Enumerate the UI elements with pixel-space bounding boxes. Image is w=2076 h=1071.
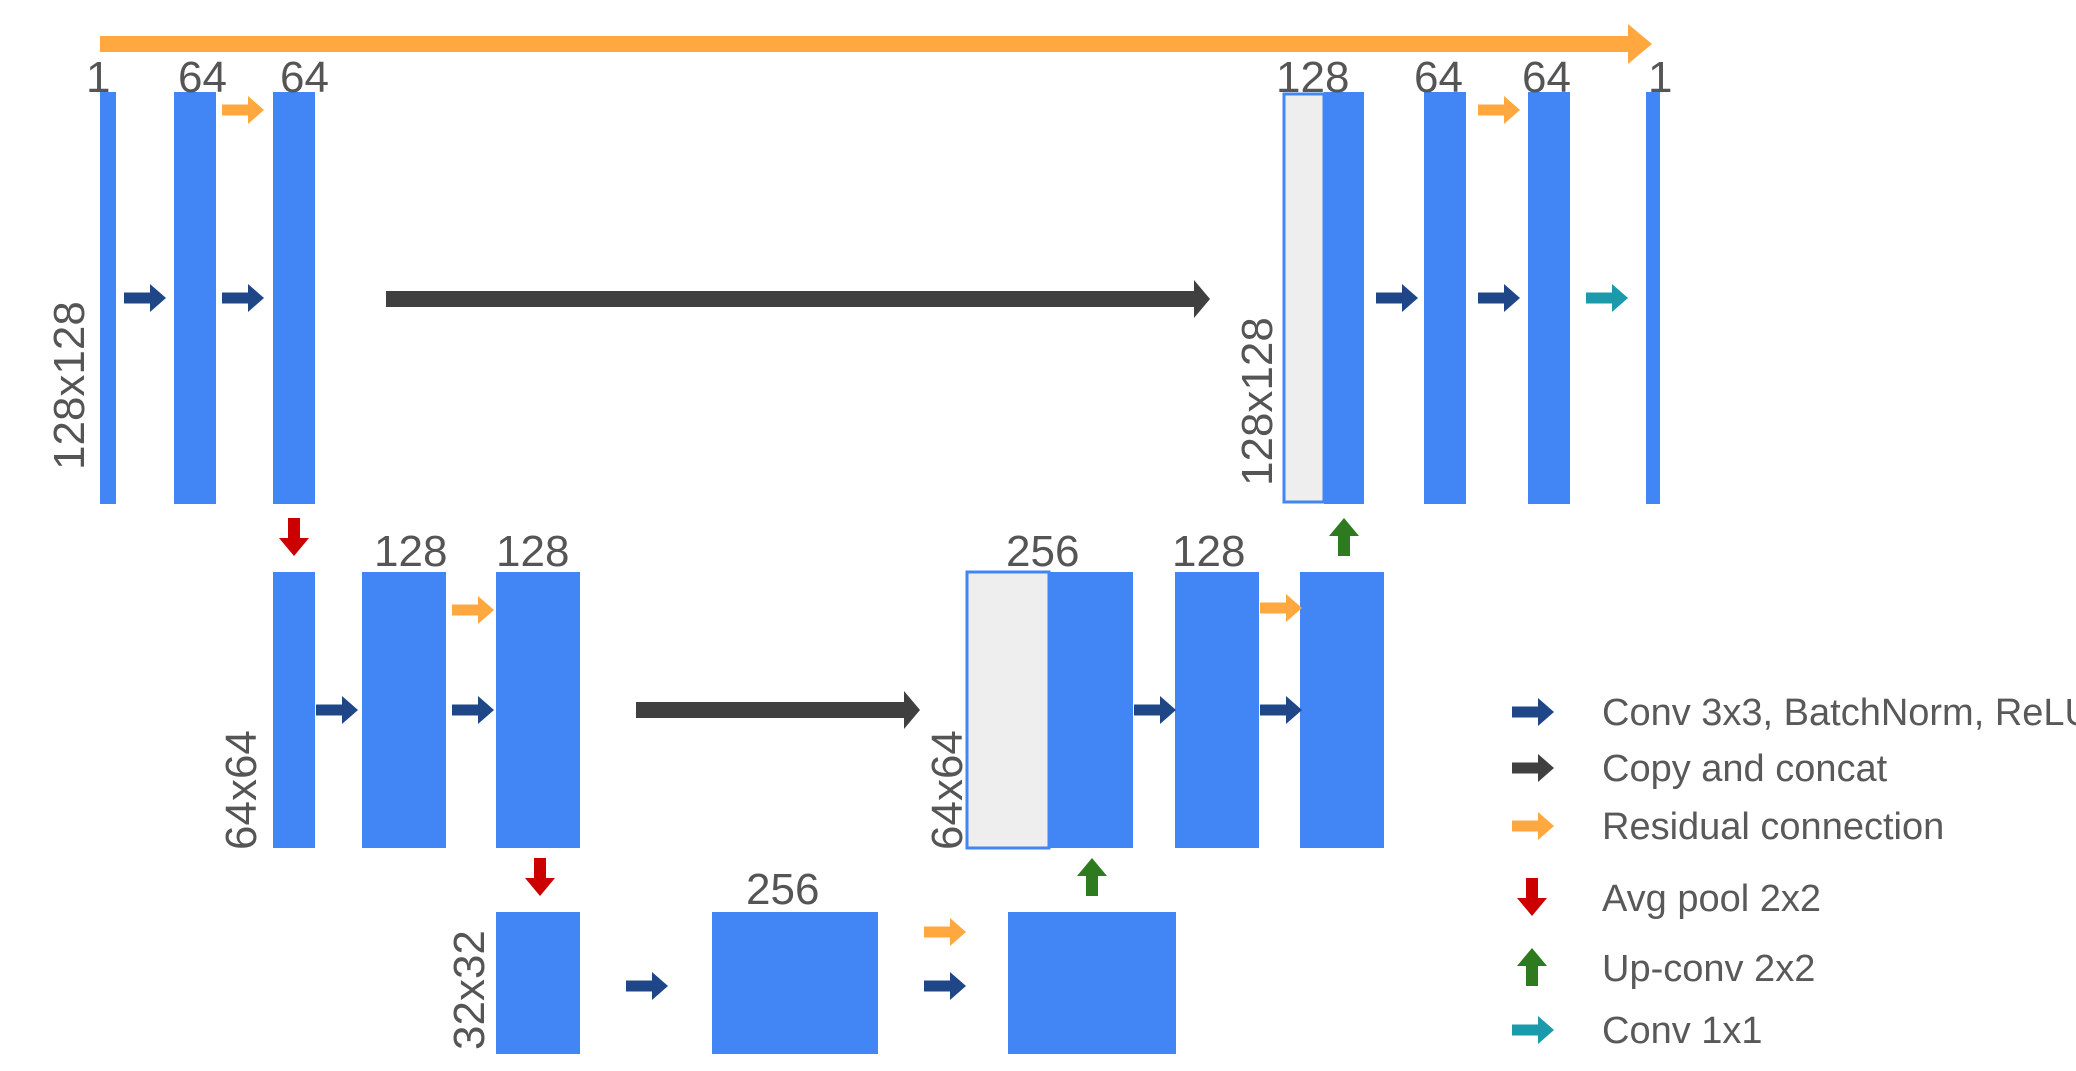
enc1-input-block (100, 92, 116, 504)
label-dec1-cat: 128 (1276, 53, 1349, 102)
dec1-concat-up (1324, 92, 1364, 504)
size-bottom: 32x32 (445, 930, 494, 1050)
bottom-input-block (496, 912, 580, 1054)
conv-arrow-bottom-1 (626, 972, 668, 1000)
residual-arrow-enc1 (222, 96, 264, 124)
global-residual-arrow (100, 24, 1652, 64)
label-enc2-b: 128 (496, 527, 569, 576)
legend-label-2: Residual connection (1602, 806, 1944, 848)
enc2-block-b (496, 572, 580, 848)
conv-arrow-enc2-1 (316, 696, 358, 724)
label-dec2-a: 128 (1172, 527, 1245, 576)
conv-arrow-dec1-1 (1376, 284, 1418, 312)
legend-right-arrow-icon-0 (1512, 698, 1554, 726)
label-enc2-a: 128 (374, 527, 447, 576)
label-dec1-b: 64 (1522, 53, 1571, 102)
residual-arrow-dec2 (1260, 594, 1302, 622)
conv-arrow-enc2-2 (452, 696, 494, 724)
legend-right-arrow-icon-5 (1512, 1016, 1554, 1044)
label-dec2-cat: 256 (1006, 527, 1079, 576)
label-dec1-a: 64 (1414, 53, 1463, 102)
upconv-arrow-1 (1077, 858, 1107, 896)
dec2-concat-up (1049, 572, 1133, 848)
conv-arrow-dec2-1 (1134, 696, 1176, 724)
legend: Conv 3x3, BatchNorm, ReLU Copy and concat… (1512, 692, 2076, 1052)
enc2-block-a (362, 572, 446, 848)
dec2-concat-skip (965, 570, 1051, 850)
label-enc1-a: 64 (178, 53, 227, 102)
size-enc2: 64x64 (217, 730, 266, 850)
dec2-block-b (1300, 572, 1384, 848)
bottleneck-block (712, 912, 878, 1054)
size-dec2: 64x64 (923, 730, 972, 850)
conv-arrow-enc1-2 (222, 284, 264, 312)
enc1-block-b (273, 92, 315, 504)
pool-arrow-1 (279, 518, 309, 556)
size-enc1: 128x128 (45, 301, 94, 470)
label-enc1-b: 64 (280, 53, 329, 102)
dec1-block-a (1424, 92, 1466, 504)
bottom-block-b (1008, 912, 1176, 1054)
dec2-block-a (1175, 572, 1259, 848)
copy-concat-arrow-level1 (386, 280, 1210, 318)
pool-arrow-2 (525, 858, 555, 896)
label-bottleneck: 256 (746, 865, 819, 914)
conv-arrow-dec1-2 (1478, 284, 1520, 312)
residual-arrow-enc2 (452, 596, 494, 624)
conv1x1-arrow (1586, 284, 1628, 312)
conv-arrow-enc1-1 (124, 284, 166, 312)
legend-right-arrow-icon-1 (1512, 754, 1554, 782)
upconv-arrow-2 (1329, 518, 1359, 556)
legend-right-arrow-icon-2 (1512, 812, 1554, 840)
enc2-input-block (273, 572, 315, 848)
conv-arrow-bottom-2 (924, 972, 966, 1000)
size-dec1: 128x128 (1233, 317, 1282, 486)
legend-up-arrow-icon-4 (1517, 948, 1547, 986)
dec1-concat-skip (1282, 92, 1326, 504)
legend-label-4: Up-conv 2x2 (1602, 948, 1815, 990)
legend-label-1: Copy and concat (1602, 748, 1888, 790)
enc1-block-a (174, 92, 216, 504)
label-in: 1 (86, 53, 110, 102)
output-block (1646, 92, 1660, 504)
copy-concat-arrow-level2 (636, 691, 920, 729)
legend-down-arrow-icon-3 (1517, 878, 1547, 916)
residual-arrow-dec1 (1478, 96, 1520, 124)
residual-arrow-bottom (924, 918, 966, 946)
legend-label-0: Conv 3x3, BatchNorm, ReLU (1602, 692, 2076, 734)
legend-label-5: Conv 1x1 (1602, 1010, 1763, 1052)
label-out: 1 (1648, 53, 1672, 102)
dec1-block-b (1528, 92, 1570, 504)
legend-label-3: Avg pool 2x2 (1602, 878, 1821, 920)
conv-arrow-dec2-2 (1260, 696, 1302, 724)
